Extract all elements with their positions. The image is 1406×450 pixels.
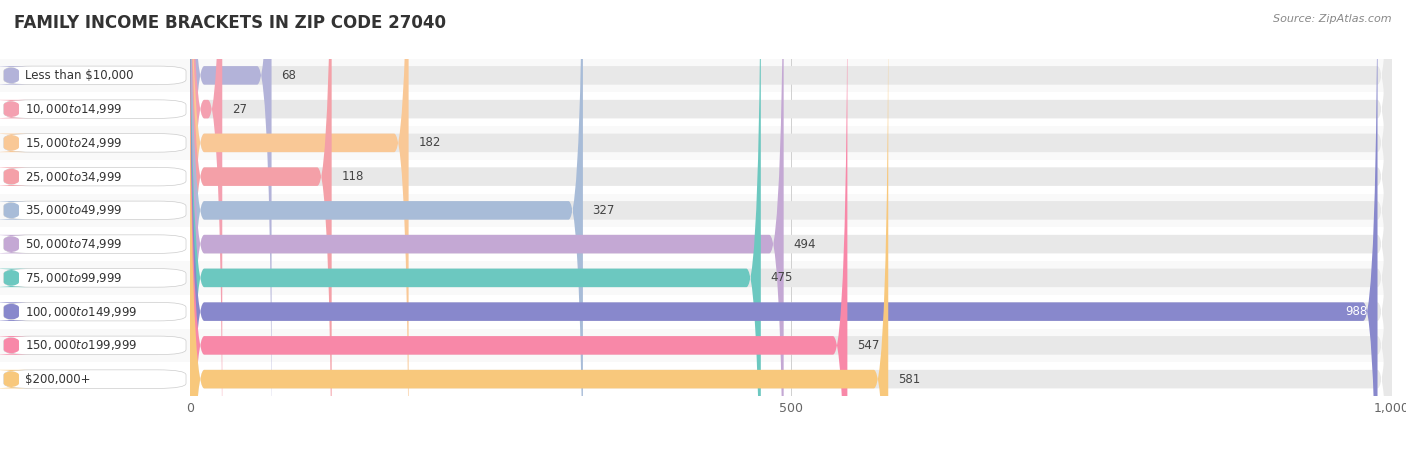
Bar bbox=[0, 328, 190, 362]
Text: $100,000 to $149,999: $100,000 to $149,999 bbox=[25, 305, 138, 319]
FancyBboxPatch shape bbox=[4, 235, 186, 253]
FancyBboxPatch shape bbox=[4, 336, 186, 355]
FancyBboxPatch shape bbox=[190, 0, 1392, 450]
FancyBboxPatch shape bbox=[190, 0, 1392, 450]
Bar bbox=[0, 362, 190, 396]
Bar bbox=[0, 295, 190, 328]
FancyBboxPatch shape bbox=[190, 0, 1392, 450]
Text: $150,000 to $199,999: $150,000 to $199,999 bbox=[25, 338, 138, 352]
Text: 118: 118 bbox=[342, 170, 364, 183]
FancyBboxPatch shape bbox=[0, 100, 32, 118]
FancyBboxPatch shape bbox=[4, 100, 186, 118]
FancyBboxPatch shape bbox=[0, 201, 32, 220]
Text: 581: 581 bbox=[898, 373, 920, 386]
FancyBboxPatch shape bbox=[0, 134, 32, 152]
Bar bbox=[0, 160, 190, 194]
FancyBboxPatch shape bbox=[190, 0, 222, 450]
Text: Less than $10,000: Less than $10,000 bbox=[25, 69, 134, 82]
Bar bbox=[190, 295, 1392, 328]
Text: 182: 182 bbox=[418, 136, 440, 149]
Bar bbox=[190, 227, 1392, 261]
Text: $35,000 to $49,999: $35,000 to $49,999 bbox=[25, 203, 122, 217]
FancyBboxPatch shape bbox=[190, 0, 761, 450]
Bar bbox=[0, 261, 190, 295]
FancyBboxPatch shape bbox=[190, 0, 1392, 450]
Bar bbox=[190, 160, 1392, 194]
Bar bbox=[190, 126, 1392, 160]
FancyBboxPatch shape bbox=[0, 302, 32, 321]
Bar bbox=[0, 58, 190, 92]
FancyBboxPatch shape bbox=[190, 0, 783, 450]
FancyBboxPatch shape bbox=[190, 0, 1392, 450]
Text: $10,000 to $14,999: $10,000 to $14,999 bbox=[25, 102, 122, 116]
Bar bbox=[0, 126, 190, 160]
FancyBboxPatch shape bbox=[190, 0, 889, 450]
FancyBboxPatch shape bbox=[0, 66, 32, 85]
FancyBboxPatch shape bbox=[190, 0, 1392, 450]
Bar bbox=[190, 362, 1392, 396]
Text: 475: 475 bbox=[770, 271, 793, 284]
Bar bbox=[190, 261, 1392, 295]
FancyBboxPatch shape bbox=[4, 201, 186, 220]
Bar bbox=[190, 194, 1392, 227]
Text: FAMILY INCOME BRACKETS IN ZIP CODE 27040: FAMILY INCOME BRACKETS IN ZIP CODE 27040 bbox=[14, 14, 446, 32]
FancyBboxPatch shape bbox=[190, 0, 583, 450]
Text: $50,000 to $74,999: $50,000 to $74,999 bbox=[25, 237, 122, 251]
FancyBboxPatch shape bbox=[190, 0, 848, 450]
Text: 988: 988 bbox=[1346, 305, 1368, 318]
FancyBboxPatch shape bbox=[4, 269, 186, 287]
Text: 547: 547 bbox=[858, 339, 879, 352]
FancyBboxPatch shape bbox=[190, 0, 1392, 450]
Bar bbox=[190, 328, 1392, 362]
Bar bbox=[0, 227, 190, 261]
FancyBboxPatch shape bbox=[190, 0, 332, 450]
Text: 327: 327 bbox=[592, 204, 614, 217]
FancyBboxPatch shape bbox=[190, 0, 1392, 450]
FancyBboxPatch shape bbox=[190, 0, 409, 450]
Text: 27: 27 bbox=[232, 103, 247, 116]
Text: 68: 68 bbox=[281, 69, 297, 82]
Text: $75,000 to $99,999: $75,000 to $99,999 bbox=[25, 271, 122, 285]
Text: 494: 494 bbox=[793, 238, 815, 251]
Text: $200,000+: $200,000+ bbox=[25, 373, 90, 386]
Text: $25,000 to $34,999: $25,000 to $34,999 bbox=[25, 170, 122, 184]
Text: Source: ZipAtlas.com: Source: ZipAtlas.com bbox=[1274, 14, 1392, 23]
Bar bbox=[0, 194, 190, 227]
FancyBboxPatch shape bbox=[0, 269, 32, 287]
FancyBboxPatch shape bbox=[190, 0, 1392, 450]
FancyBboxPatch shape bbox=[4, 167, 186, 186]
FancyBboxPatch shape bbox=[190, 0, 271, 450]
FancyBboxPatch shape bbox=[4, 66, 186, 85]
FancyBboxPatch shape bbox=[4, 370, 186, 388]
Bar bbox=[190, 58, 1392, 92]
Bar bbox=[190, 92, 1392, 126]
Bar bbox=[0, 92, 190, 126]
FancyBboxPatch shape bbox=[4, 134, 186, 152]
FancyBboxPatch shape bbox=[0, 370, 32, 388]
FancyBboxPatch shape bbox=[0, 167, 32, 186]
Text: $15,000 to $24,999: $15,000 to $24,999 bbox=[25, 136, 122, 150]
FancyBboxPatch shape bbox=[190, 0, 1392, 450]
FancyBboxPatch shape bbox=[0, 235, 32, 253]
FancyBboxPatch shape bbox=[190, 0, 1378, 450]
FancyBboxPatch shape bbox=[4, 302, 186, 321]
FancyBboxPatch shape bbox=[0, 336, 32, 355]
